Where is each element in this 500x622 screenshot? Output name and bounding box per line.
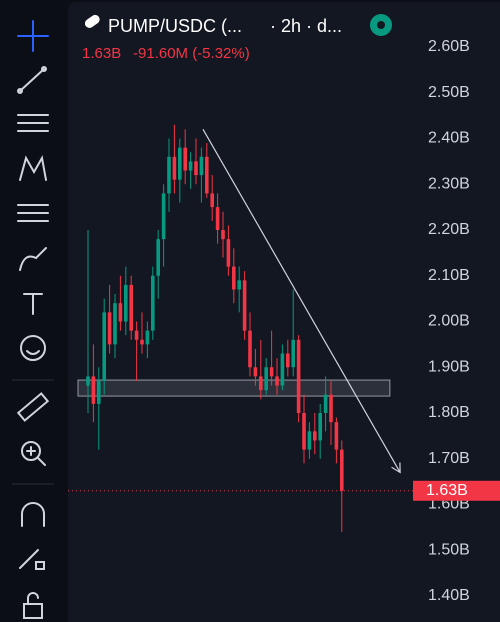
- candle-body: [124, 284, 128, 322]
- candle-body: [156, 239, 160, 276]
- candle-body: [205, 156, 209, 194]
- candle-body: [183, 147, 187, 171]
- y-tick-label: 2.50B: [428, 84, 470, 101]
- change: -91.60M (-5.32%): [133, 45, 250, 62]
- candle-body: [178, 147, 182, 180]
- candle-body: [291, 339, 295, 368]
- candle-body: [307, 431, 312, 450]
- candle-body: [151, 275, 155, 331]
- crosshair-tool[interactable]: [17, 20, 49, 52]
- price-label: 1.63B: [426, 482, 468, 499]
- candle-body: [167, 156, 171, 194]
- candle-body: [226, 239, 231, 267]
- candle-body: [275, 376, 279, 386]
- candle-body: [242, 280, 247, 331]
- status-dot: [377, 21, 385, 29]
- candle-body: [140, 339, 144, 345]
- trendline: [202, 129, 401, 473]
- candle-body: [313, 431, 317, 441]
- header: PUMP/USDC (... · 2h · d... 1.63B -91.60M…: [82, 14, 392, 62]
- zoom-tool[interactable]: [21, 441, 46, 466]
- zone: [77, 379, 391, 397]
- y-tick-label: 2.20B: [428, 221, 470, 238]
- candle-body: [280, 353, 285, 386]
- candle-body: [237, 280, 241, 290]
- candle-body: [113, 303, 117, 345]
- symbol[interactable]: PUMP/USDC (...: [108, 16, 242, 36]
- candle-body: [215, 207, 220, 230]
- candle-body: [286, 353, 290, 368]
- candle-body: [340, 449, 344, 491]
- candle-body: [145, 330, 150, 345]
- candle-body: [194, 161, 198, 176]
- emoji-tool[interactable]: [20, 335, 46, 361]
- candle-body: [334, 422, 339, 450]
- candle-body: [259, 376, 263, 391]
- y-tick-label: 2.10B: [428, 267, 470, 284]
- candle-body: [232, 266, 236, 290]
- candle-body: [172, 156, 177, 180]
- trendline-arrow: [391, 462, 401, 474]
- candle-body: [264, 367, 268, 391]
- y-tick-label: 2.40B: [428, 130, 470, 147]
- magnet-tool[interactable]: [21, 502, 45, 527]
- candle-body: [91, 376, 96, 404]
- y-tick-label: 1.40B: [428, 587, 470, 604]
- y-tick-label: 1.90B: [428, 358, 470, 375]
- candle-body: [161, 193, 166, 240]
- y-tick-label: 1.70B: [428, 450, 470, 467]
- lock-drawing-tool[interactable]: [19, 549, 45, 570]
- y-tick-label: 2.30B: [428, 175, 470, 192]
- candle-body: [188, 161, 193, 171]
- candle-body: [269, 367, 274, 377]
- trendline-tool[interactable]: [17, 66, 47, 94]
- pill-icon: [84, 14, 100, 28]
- candle-body: [323, 394, 328, 413]
- candle-body: [253, 367, 258, 377]
- price-label-box: [413, 480, 500, 501]
- candle-body: [221, 230, 225, 240]
- text-tool[interactable]: [23, 293, 43, 315]
- candle-body: [107, 312, 112, 345]
- candle-body: [118, 303, 123, 322]
- interval[interactable]: · 2h · d...: [270, 16, 342, 36]
- candle-body: [296, 339, 301, 413]
- fib-tool[interactable]: [17, 114, 49, 132]
- y-tick-label: 2.00B: [428, 313, 470, 330]
- candle-body: [248, 330, 252, 368]
- candle-body: [318, 413, 322, 441]
- ruler-tool[interactable]: [16, 392, 50, 422]
- brush-tool[interactable]: [19, 247, 47, 271]
- candle-body: [86, 376, 90, 386]
- candle-body: [199, 156, 204, 176]
- candle-body: [97, 380, 101, 404]
- lock-tool[interactable]: [23, 592, 43, 619]
- candle-body: [302, 413, 306, 450]
- y-tick-label: 1.50B: [428, 541, 470, 558]
- pattern-tool[interactable]: [19, 155, 47, 181]
- y-tick-label: 2.60B: [428, 38, 470, 55]
- candle-body: [129, 284, 133, 331]
- candle-body: [102, 312, 106, 381]
- last-price: 1.63B: [82, 45, 121, 62]
- toolbar: [12, 20, 54, 619]
- candle-body: [210, 193, 214, 208]
- y-tick-label: 1.80B: [428, 404, 470, 421]
- projection-tool[interactable]: [17, 204, 49, 222]
- candle-body: [134, 330, 139, 340]
- candle-body: [329, 394, 333, 423]
